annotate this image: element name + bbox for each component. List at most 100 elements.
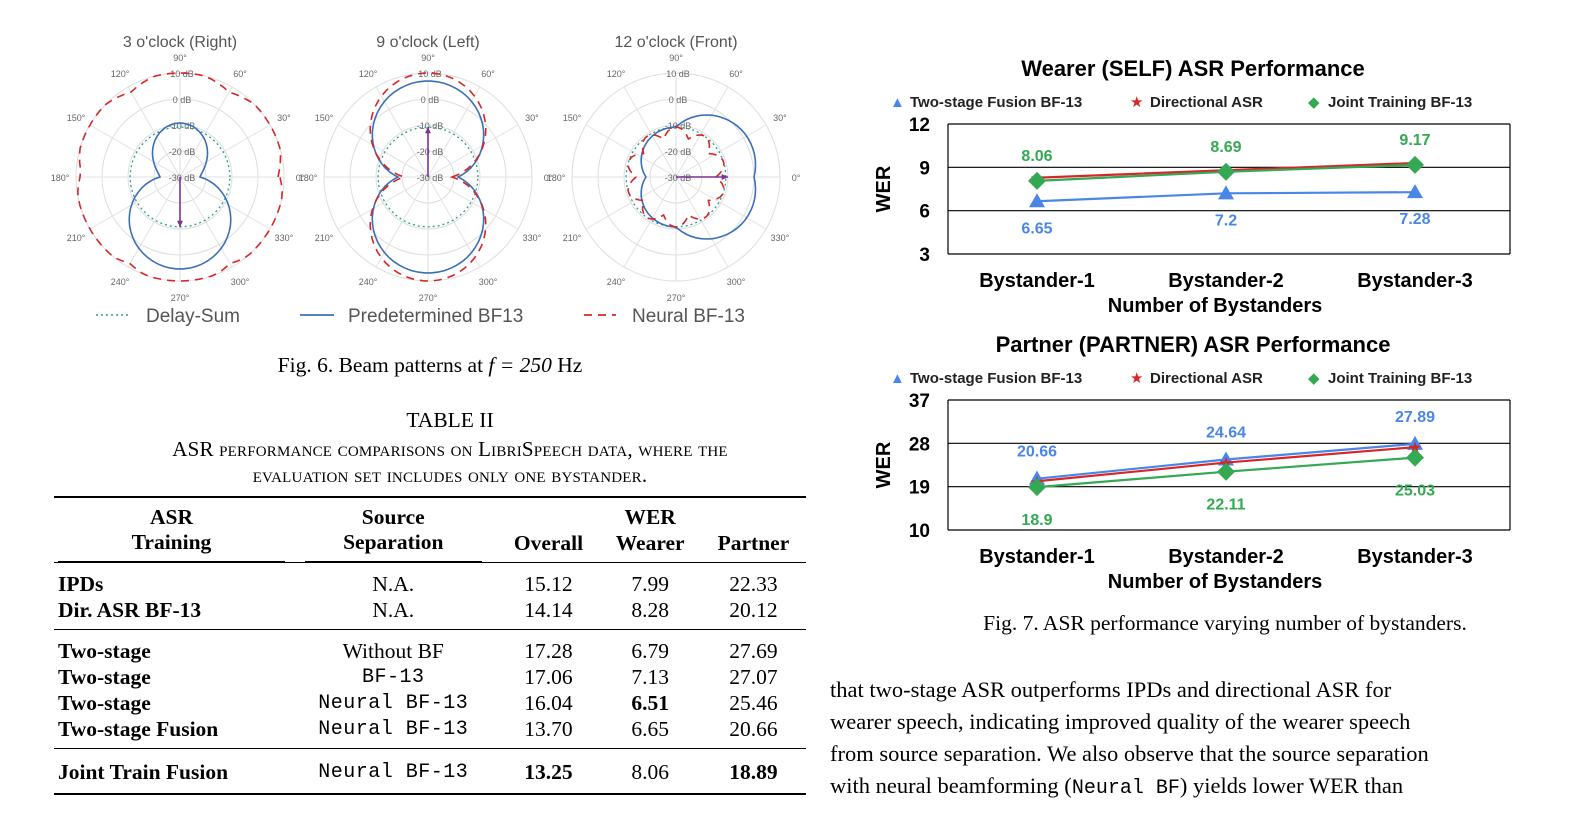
- table-row: Dir. ASR BF-13 N.A. 14.14 8.28 20.12: [54, 597, 806, 630]
- polar-ring-label: -10 dB: [417, 121, 444, 131]
- data-label: 7.2: [1215, 212, 1237, 229]
- polar-angle-label: 180°: [299, 173, 318, 183]
- cell-partner: 20.66: [729, 716, 778, 741]
- header-asr-line1: ASR: [149, 504, 193, 529]
- data-label: 25.03: [1395, 483, 1435, 500]
- polar-ring-label: 10 dB: [666, 69, 690, 79]
- header-wearer: Wearer: [615, 530, 685, 555]
- table-row: Joint Train Fusion Neural BF-13 13.25 8.06 1…: [54, 749, 806, 794]
- polar-ring-label: -10 dB: [169, 121, 196, 131]
- polar-grid-spoke: [427, 124, 519, 178]
- polar-angle-label: 180°: [547, 173, 566, 183]
- polar-grid-spoke: [623, 86, 677, 178]
- diamond-point: [1028, 478, 1046, 497]
- diamond-point: [1406, 448, 1424, 467]
- data-label: 7.28: [1399, 211, 1430, 228]
- legend-marker: ▲: [890, 370, 905, 387]
- caption-math: f = 250: [488, 353, 552, 377]
- y-tick-label: 28: [909, 434, 930, 455]
- polar-angle-label: 120°: [359, 69, 378, 79]
- figure-7-asr-charts: Wearer (SELF) ASR Performance ▲ Two-stage …: [873, 56, 1511, 593]
- polar-ring-label: -20 dB: [665, 147, 692, 157]
- polar-angle-label: 150°: [563, 113, 582, 123]
- legend-marker: ▲: [890, 94, 905, 111]
- results-table: ASR Source WER Training Separation Overa…: [54, 496, 806, 795]
- legend-delay-sum-label: Delay-Sum: [146, 306, 240, 327]
- cell-overall: 17.28: [524, 638, 573, 663]
- table-caption-line1: ASR performance comparisons on LibriSpee…: [172, 437, 728, 461]
- polar-angle-label: 300°: [231, 277, 250, 287]
- legend-predetermined-label: Predetermined BF13: [348, 306, 523, 327]
- polar-grid-spoke: [675, 86, 729, 178]
- legend-label: Joint Training BF-13: [1328, 94, 1472, 111]
- diamond-point: [1217, 162, 1235, 181]
- polar-angle-label: 120°: [607, 69, 626, 79]
- cell-training: IPDs: [58, 571, 104, 596]
- polar-angle-label: 330°: [523, 233, 542, 243]
- polar-angle-label: 30°: [773, 113, 787, 123]
- polar-grid-spoke: [675, 124, 767, 178]
- delay-sum-pattern: [129, 126, 231, 228]
- table-row: IPDs N.A. 15.12 7.99 22.33: [54, 563, 806, 598]
- polar-grid-spoke: [89, 176, 181, 230]
- cell-wearer: 6.65: [631, 716, 669, 741]
- polar-ring-label: 10 dB: [170, 69, 194, 79]
- polar-angle-label: 60°: [233, 69, 247, 79]
- cell-wearer: 6.79: [631, 638, 669, 663]
- x-tick-label: Bystander-2: [1168, 270, 1284, 292]
- header-source-separation: Source: [289, 497, 498, 530]
- y-tick-label: 3: [919, 245, 930, 266]
- polar-angle-label: 60°: [481, 69, 495, 79]
- polar-angle-label: 240°: [111, 277, 130, 287]
- triangle-point: [1407, 184, 1423, 199]
- polar-angle-label: 210°: [67, 233, 86, 243]
- polar-ring-label: 0 dB: [421, 95, 440, 105]
- cell-separation: N.A.: [372, 597, 415, 622]
- x-tick-label: Bystander-1: [979, 546, 1095, 568]
- data-label: 8.69: [1210, 139, 1241, 156]
- line-chart: Partner (PARTNER) ASR Performance ▲ Two-st…: [873, 332, 1511, 593]
- polar-grid-spoke: [675, 176, 729, 268]
- x-tick-label: Bystander-3: [1357, 270, 1473, 292]
- cell-training: Two-stage: [58, 638, 151, 663]
- body-text: that two-stage ASR outperforms IPDs and …: [830, 674, 1566, 805]
- cell-training: Two-stage: [58, 664, 151, 689]
- header-src-line2: Separation: [289, 530, 498, 563]
- polar-grid-spoke: [585, 124, 677, 178]
- polar-grid-spoke: [179, 86, 233, 178]
- polar-panel: 9 o'clock (Left) 0° 30° 60° 90° 120° 150° 180° 2…: [299, 34, 553, 303]
- header-asr-training: ASR: [54, 497, 289, 530]
- cell-wearer: 7.13: [631, 664, 669, 689]
- y-axis-label: WER: [873, 441, 895, 488]
- polar-angle-label: 300°: [479, 277, 498, 287]
- table-label: TABLE II: [406, 408, 494, 432]
- data-label: 22.11: [1206, 497, 1245, 514]
- arrow-head: [425, 127, 431, 134]
- figure-6-caption: Fig. 6. Beam patterns at f = 250 Hz: [0, 353, 860, 378]
- polar-angle-label: 270°: [667, 293, 686, 303]
- table-caption: ASR performance comparisons on LibriSpee…: [40, 436, 860, 488]
- polar-grid-spoke: [89, 124, 181, 178]
- header-wer: WER: [624, 504, 676, 529]
- cell-partner: 25.46: [729, 690, 778, 715]
- neural-bf13-pattern: [369, 72, 487, 282]
- line-chart: Wearer (SELF) ASR Performance ▲ Two-stage …: [873, 56, 1511, 317]
- diamond-point: [1406, 155, 1424, 174]
- x-tick-label: Bystander-2: [1168, 546, 1284, 568]
- neural-bf13-pattern: [627, 126, 725, 228]
- polar-angle-label: 150°: [315, 113, 334, 123]
- legend-label: Two-stage Fusion BF-13: [910, 370, 1082, 387]
- cell-overall: 16.04: [524, 690, 573, 715]
- polar-grid-spoke: [179, 176, 271, 230]
- cell-separation: Neural BF-13: [318, 717, 469, 741]
- polar-angle-label: 0°: [296, 173, 305, 183]
- polar-grid-spoke: [675, 176, 767, 230]
- polar-grid-spoke: [179, 176, 233, 268]
- polar-ring-label: -30 dB: [169, 173, 196, 183]
- header-partner: Partner: [717, 530, 790, 555]
- arrow-head: [721, 174, 728, 180]
- cell-separation: Without BF: [342, 638, 444, 663]
- x-tick-label: Bystander-3: [1357, 546, 1473, 568]
- header-asr-line2: Training: [54, 530, 289, 563]
- polar-ring-label: -30 dB: [665, 173, 692, 183]
